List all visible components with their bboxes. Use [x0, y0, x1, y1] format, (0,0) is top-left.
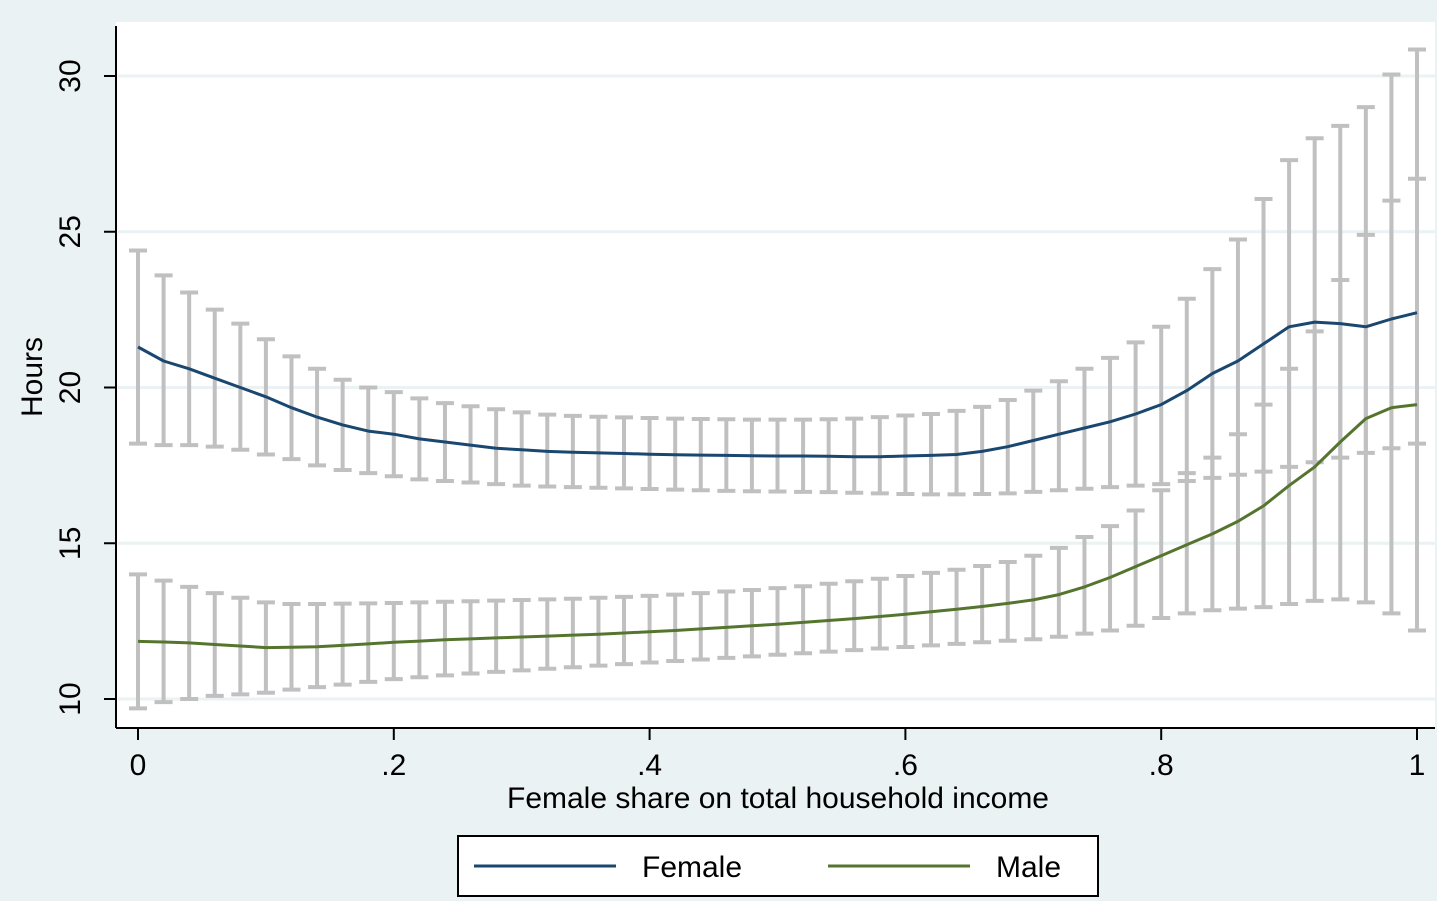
series-line-female — [137, 311, 1418, 459]
legend-label-male: Male — [996, 851, 1061, 884]
y-tick-label: 25 — [54, 215, 87, 248]
x-axis-title: Female share on total household income — [507, 782, 1049, 815]
y-axis-title: Hours — [16, 337, 49, 417]
gridlines — [118, 74, 1435, 701]
x-tick-label: .4 — [637, 749, 662, 782]
series-line-male — [137, 403, 1418, 650]
ticks: 10 15 20 25 30 0 .2 .4 .6 .8 1 — [54, 59, 1425, 782]
x-tick-label: .6 — [893, 749, 918, 782]
confidence-intervals — [129, 47, 1426, 711]
y-tick-label: 10 — [54, 682, 87, 715]
series-lines — [137, 311, 1418, 650]
y-tick-label: 30 — [54, 59, 87, 92]
x-tick-label: 0 — [130, 749, 147, 782]
axes — [115, 26, 1435, 729]
legend-label-female: Female — [642, 851, 742, 884]
x-tick-label: .2 — [381, 749, 406, 782]
y-tick-label: 20 — [54, 371, 87, 404]
legend: Female Male — [457, 835, 1099, 897]
x-tick-label: 1 — [1409, 749, 1426, 782]
x-tick-label: .8 — [1149, 749, 1174, 782]
y-tick-label: 15 — [54, 527, 87, 560]
